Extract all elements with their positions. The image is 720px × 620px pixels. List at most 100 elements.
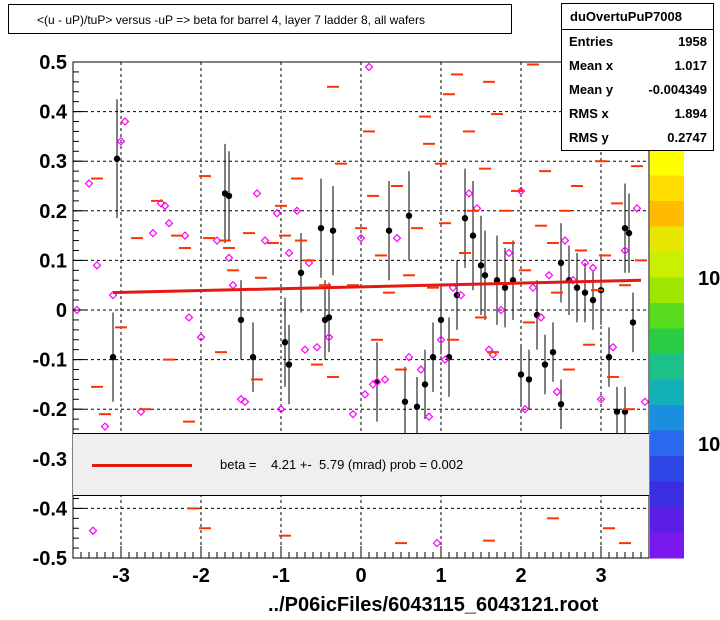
stats-row-mean-x: Mean x 1.017 xyxy=(562,54,713,78)
data-diamond xyxy=(640,397,649,407)
data-diamond xyxy=(496,305,506,315)
colorbar-segment xyxy=(650,277,684,304)
stats-box: duOvertuPuP7008 Entries 1958 Mean x 1.017 … xyxy=(561,3,714,151)
data-diamond xyxy=(92,261,102,270)
plot-content xyxy=(73,62,649,548)
data-diamond xyxy=(464,189,474,198)
stats-label: Entries xyxy=(569,34,614,49)
data-diamond xyxy=(392,233,402,243)
stats-title: duOvertuPuP7008 xyxy=(562,4,713,30)
colorbar-segment xyxy=(650,430,684,457)
stats-label: RMS y xyxy=(569,130,609,145)
data-diamond xyxy=(528,283,538,293)
data-diamond xyxy=(380,375,390,384)
data-point xyxy=(493,277,501,284)
data-diamond xyxy=(184,313,194,322)
stats-value: 1.017 xyxy=(674,58,707,73)
data-diamond xyxy=(404,352,414,362)
colorbar-label-lower: 10 xyxy=(698,434,720,456)
data-diamond xyxy=(588,263,598,273)
data-diamond xyxy=(456,290,466,300)
data-point xyxy=(613,408,621,415)
data-diamond xyxy=(120,117,130,126)
data-point xyxy=(525,376,533,383)
stats-row-mean-y: Mean y -0.004349 xyxy=(562,78,713,102)
data-diamond xyxy=(424,412,434,421)
data-diamond xyxy=(504,248,514,258)
x-axis-label: ../P06icFiles/6043115_6043121.root xyxy=(268,594,599,616)
fit-legend-text: beta = 4.21 +- 5.79 (mrad) prob = 0.002 xyxy=(220,457,464,472)
data-point xyxy=(281,339,289,346)
colorbar-segment xyxy=(650,303,684,329)
data-diamond xyxy=(88,526,98,536)
data-diamond xyxy=(516,186,526,196)
colorbar-segment xyxy=(650,354,684,380)
stats-row-entries: Entries 1958 xyxy=(562,30,713,54)
data-point xyxy=(237,316,245,324)
data-point xyxy=(437,316,445,324)
fit-legend-line xyxy=(92,464,192,467)
stats-value: -0.004349 xyxy=(648,82,707,97)
stats-value: 1958 xyxy=(678,34,707,49)
data-diamond xyxy=(544,270,554,280)
x-tick-label: 1 xyxy=(435,565,446,587)
colorbar-segment xyxy=(650,328,684,355)
data-diamond xyxy=(312,342,322,352)
x-tick-label: -1 xyxy=(272,565,290,587)
data-diamond xyxy=(448,283,458,293)
y-tick-label: 0.2 xyxy=(39,201,67,223)
y-tick-label: 0 xyxy=(56,300,67,322)
data-point xyxy=(317,224,325,232)
x-tick-label: 3 xyxy=(595,565,606,587)
data-point xyxy=(589,296,597,304)
data-point xyxy=(501,284,509,291)
data-point xyxy=(225,192,233,200)
data-diamond xyxy=(284,248,294,258)
data-diamond xyxy=(276,404,286,414)
data-diamond xyxy=(136,407,146,417)
y-tick-label: -0.5 xyxy=(33,548,67,570)
x-tick-label: 0 xyxy=(355,565,366,587)
data-point xyxy=(329,227,337,234)
fit-legend-box: beta = 4.21 +- 5.79 (mrad) prob = 0.002 xyxy=(73,433,649,496)
colorbar-segment xyxy=(650,252,684,278)
stats-label: Mean x xyxy=(569,58,614,73)
data-diamond xyxy=(180,231,190,240)
data-point xyxy=(557,401,565,408)
data-diamond xyxy=(580,258,590,268)
x-tick-label: -2 xyxy=(192,565,210,587)
data-point xyxy=(557,259,565,267)
stats-row-rms-x: RMS x 1.894 xyxy=(562,102,713,126)
data-diamond xyxy=(324,332,334,342)
data-diamond xyxy=(292,206,302,216)
data-diamond xyxy=(160,201,170,211)
data-diamond xyxy=(440,355,450,364)
data-diamond xyxy=(156,199,166,208)
x-tick-label: -3 xyxy=(112,565,130,587)
data-point xyxy=(481,272,489,279)
data-point xyxy=(285,361,293,368)
data-point xyxy=(385,227,393,234)
data-diamond xyxy=(348,409,358,419)
colorbar-segment xyxy=(650,481,684,508)
data-point xyxy=(401,398,409,405)
data-point xyxy=(461,215,469,222)
data-diamond xyxy=(560,236,570,245)
data-diamond xyxy=(536,313,546,322)
data-diamond xyxy=(116,137,126,146)
stats-value: 0.2747 xyxy=(667,130,707,145)
colorbar-segment xyxy=(650,507,684,533)
data-diamond xyxy=(304,258,314,268)
colorbar-segment xyxy=(650,201,684,227)
data-point xyxy=(517,371,525,378)
data-diamond xyxy=(432,538,442,548)
x-tick-label: 2 xyxy=(515,565,526,587)
data-diamond xyxy=(73,305,82,315)
data-point xyxy=(109,353,117,361)
data-point xyxy=(113,155,121,162)
data-point xyxy=(629,319,637,326)
data-diamond xyxy=(552,387,562,397)
data-diamond xyxy=(416,365,426,374)
data-diamond xyxy=(224,253,234,263)
y-tick-label: 0.1 xyxy=(39,250,67,272)
